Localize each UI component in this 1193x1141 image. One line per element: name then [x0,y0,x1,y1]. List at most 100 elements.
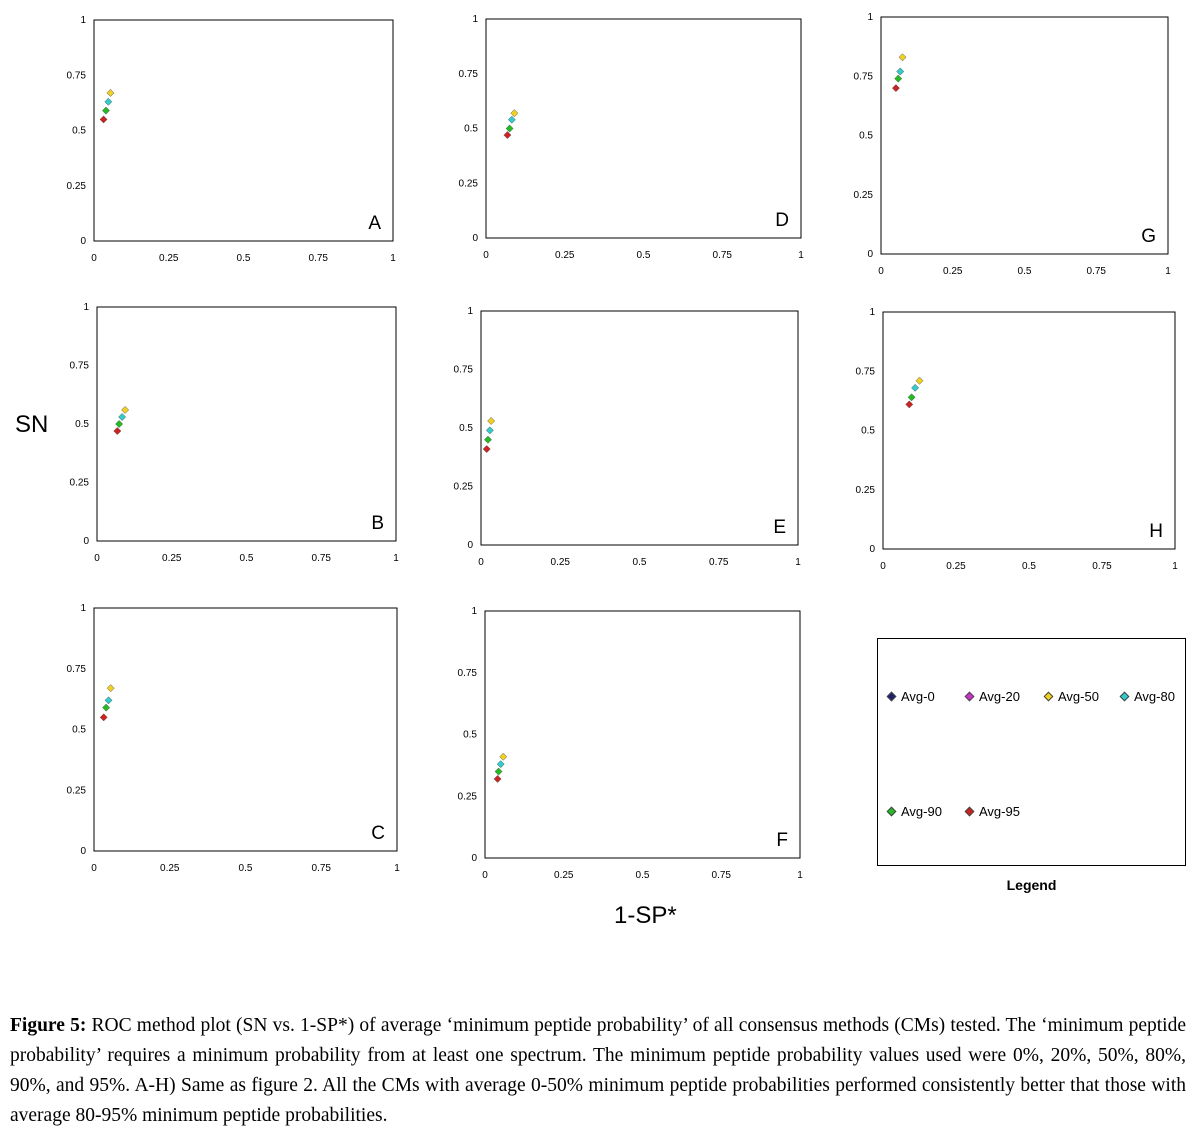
legend-entry-avg-0: Avg-0 [886,689,935,704]
panel-a-point-avg-50 [106,88,115,97]
roc-panels: 0 0.25 0.5 0.75 1 0 0.25 0.5 0.75 1 A 0 0.25 0.5 0.75 1… [67,12,1179,881]
panel-c-y-tick-label: 0.5 [72,725,86,736]
panel-f-label: F [776,830,788,851]
panel-f-point-avg-80 [496,760,505,769]
panel-e-plot-frame [480,310,799,546]
panel-g-point-avg-95 [891,84,900,93]
panel-a-x-tick-label: 0.75 [309,253,329,264]
panel-b-x-tick-label: 0.5 [240,553,254,564]
panel-a-y-tick-label: 0.75 [67,70,87,81]
panel-e-point-avg-95 [482,445,491,454]
panel-g-x-tick-label: 0.75 [1087,266,1107,277]
legend-label: Avg-20 [979,689,1020,704]
panel-h-x-tick-label: 0 [880,561,886,572]
panel-g-y-tick-label: 0 [867,249,873,260]
panel-a-x-tick-label: 0 [91,253,97,264]
panel-e: 0 0.25 0.5 0.75 1 0 0.25 0.5 0.75 1 E [454,306,802,568]
panel-b-y-tick-label: 0.5 [75,419,89,430]
panel-g-y-tick-label: 0.25 [854,190,874,201]
panel-f-y-tick-label: 0 [471,853,477,864]
figure-caption: Figure 5: ROC method plot (SN vs. 1-SP*)… [10,1011,1186,1131]
panel-c-y-tick-label: 0.75 [67,664,87,675]
panel-g-y-tick-label: 0.75 [854,71,874,82]
panel-c-x-tick-label: 0.25 [160,863,180,874]
panel-h-x-tick-label: 0.25 [946,561,966,572]
panel-a-y-tick-label: 0 [80,236,86,247]
panel-c-y-tick-label: 1 [80,603,86,614]
figure-area: 0 0.25 0.5 0.75 1 0 0.25 0.5 0.75 1 A 0 0.25 0.5 0.75 1… [15,12,1186,929]
panel-f-x-tick-label: 0.5 [636,870,650,881]
x-axis-label: 1-SP* [614,902,677,929]
panel-c-x-tick-label: 0.75 [312,863,332,874]
panel-c-x-tick-label: 0.5 [239,863,253,874]
panel-b-y-tick-label: 0 [83,536,89,547]
panel-b-x-tick-label: 0 [94,553,100,564]
legend-entry-avg-20: Avg-20 [964,689,1020,704]
legend-entry-avg-95: Avg-95 [964,804,1020,819]
panel-b-label: B [371,513,384,534]
panel-f-y-tick-label: 0.25 [458,791,478,802]
panel-a-y-tick-label: 0.25 [67,181,87,192]
panel-b-point-avg-80 [118,413,127,421]
panel-g-x-tick-label: 1 [1165,266,1171,277]
panel-c-point-avg-95 [99,713,108,722]
panel-a-x-tick-label: 0.25 [159,253,179,264]
legend-marker [964,806,975,817]
panel-d-point-avg-90 [505,124,514,133]
y-axis-label: SN [15,411,49,438]
panel-f-x-tick-label: 0 [482,870,488,881]
panel-f-y-tick-label: 0.5 [463,730,477,741]
panel-d-x-tick-label: 0.75 [713,250,733,261]
panel-h-y-tick-label: 0.25 [856,485,876,496]
panel-f-y-tick-label: 0.75 [458,668,478,679]
panel-c-x-tick-label: 1 [394,863,400,874]
panel-d-point-avg-95 [503,131,512,140]
panel-g-y-tick-label: 0.5 [859,131,873,142]
panel-h-x-tick-label: 0.75 [1092,561,1112,572]
panel-c-point-avg-50 [106,684,115,693]
panel-d-y-tick-label: 1 [472,14,478,25]
legend-label: Avg-80 [1134,689,1175,704]
panel-d-y-tick-label: 0.5 [464,124,478,135]
legend-label: Avg-0 [901,689,935,704]
panel-e-x-tick-label: 0.25 [551,557,571,568]
panel-g-plot-frame [880,16,1169,255]
panel-d-point-avg-80 [507,115,516,124]
panel-a-point-avg-80 [104,97,113,106]
legend-entry-avg-90: Avg-90 [886,804,942,819]
panel-d-label: D [775,210,789,231]
panel-b-point-avg-90 [115,420,124,428]
panel-c-x-tick-label: 0 [91,863,97,874]
panel-g-point-avg-90 [894,74,903,83]
panel-e-y-tick-label: 0.5 [459,423,473,434]
panel-e-point-avg-80 [485,426,494,435]
panel-c: 0 0.25 0.5 0.75 1 0 0.25 0.5 0.75 1 C [67,603,401,874]
panel-a-plot-frame [93,19,394,242]
panel-h-x-tick-label: 1 [1172,561,1178,572]
panel-h-y-tick-label: 0 [869,544,875,555]
panel-h-point-avg-80 [911,383,920,392]
panel-c-y-tick-label: 0.25 [67,785,87,796]
panel-b-y-tick-label: 1 [83,302,89,313]
legend-entry-avg-80: Avg-80 [1119,689,1175,704]
panel-g-point-avg-50 [898,53,907,62]
panel-d-point-avg-50 [510,109,519,118]
panel-e-x-tick-label: 0.75 [709,557,729,568]
panel-b-x-tick-label: 0.75 [312,553,332,564]
panel-h-y-tick-label: 0.5 [861,426,875,437]
caption-lead: Figure 5: [10,1015,87,1036]
panel-g: 0 0.25 0.5 0.75 1 0 0.25 0.5 0.75 1 G [854,12,1172,277]
panel-e-y-tick-label: 0.75 [454,365,474,376]
panel-f: 0 0.25 0.5 0.75 1 0 0.25 0.5 0.75 1 F [458,606,804,881]
panel-f-x-tick-label: 0.75 [712,870,732,881]
panel-c-label: C [371,823,385,844]
panel-a-point-avg-95 [99,115,108,124]
panel-e-y-tick-label: 0 [467,540,473,551]
panel-g-x-tick-label: 0 [878,266,884,277]
panel-a-y-tick-label: 1 [80,15,86,26]
panel-c-point-avg-90 [102,703,111,712]
panel-f-x-tick-label: 1 [797,870,803,881]
panel-f-point-avg-90 [494,767,503,776]
panel-d-y-tick-label: 0 [472,233,478,244]
legend-label: Avg-90 [901,804,942,819]
